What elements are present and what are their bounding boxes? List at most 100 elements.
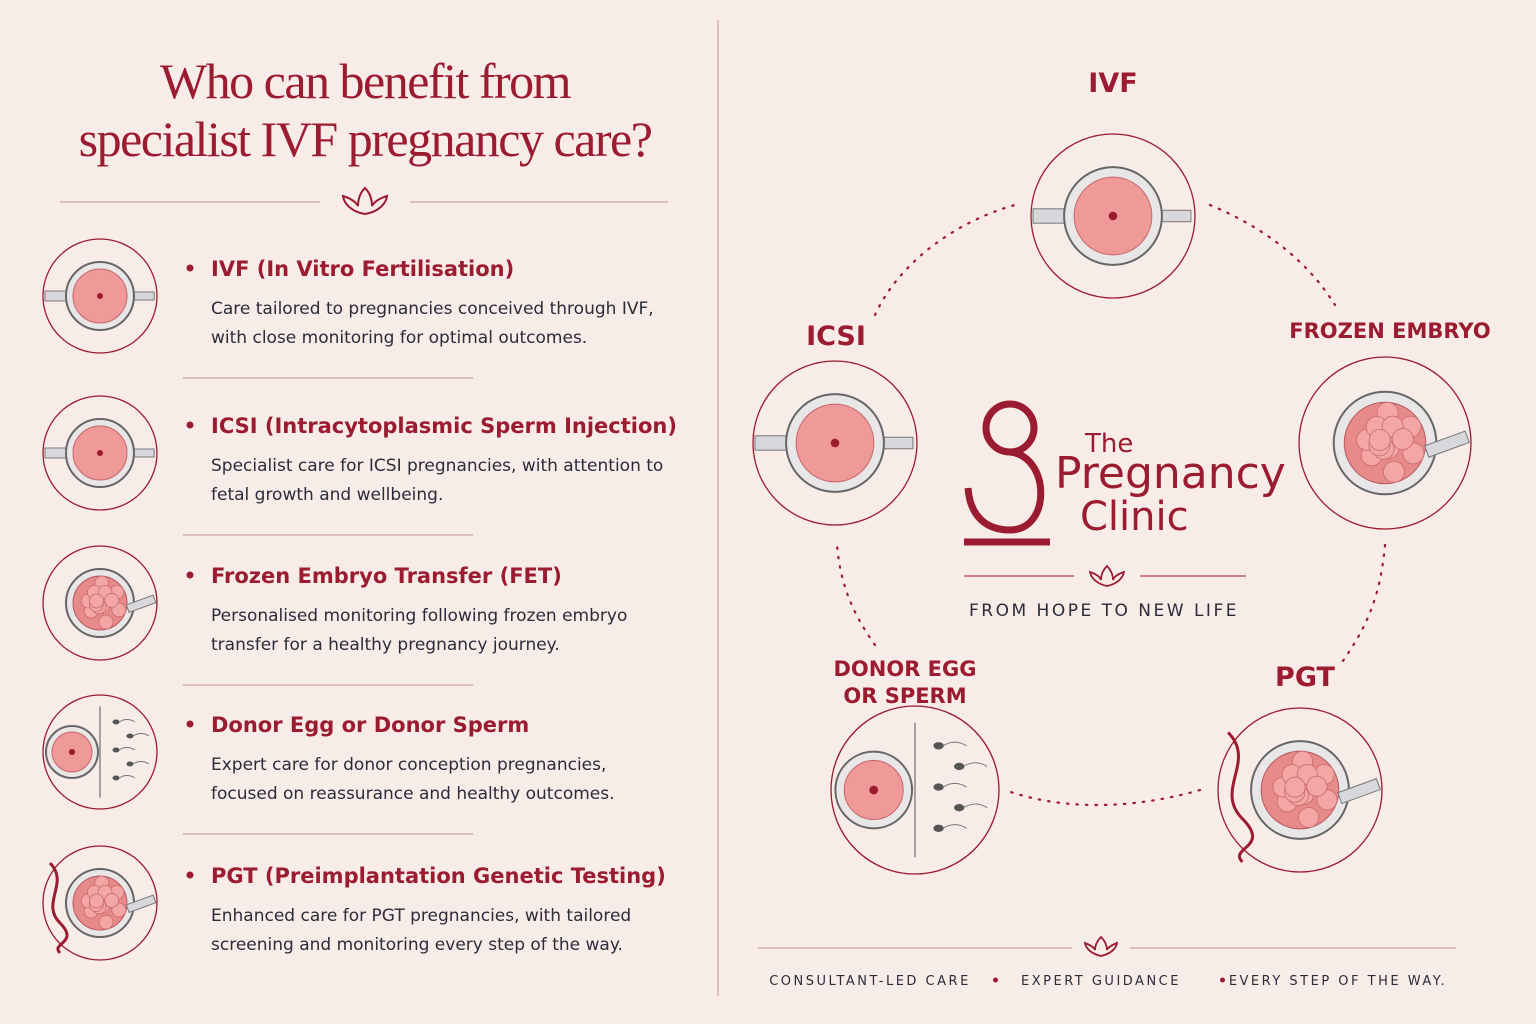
item-description: focused on reassurance and healthy outco…	[211, 784, 615, 804]
sperm-tail	[118, 775, 136, 779]
logo-text: The	[1084, 429, 1133, 459]
title: specialist IVF pregnancy care?	[79, 111, 652, 167]
item-title: IVF (In Vitro Fertilisation)	[211, 257, 514, 281]
cell	[104, 593, 120, 608]
sperm	[112, 719, 120, 725]
pipette	[1032, 208, 1066, 224]
cell	[1298, 806, 1320, 828]
sperm-tail	[118, 719, 136, 723]
item-description: Expert care for donor conception pregnan…	[211, 755, 606, 775]
sperm-tail	[963, 762, 988, 767]
sperm-tail	[132, 733, 150, 737]
nucleus	[69, 749, 75, 755]
logo-text: Clinic	[1080, 494, 1189, 540]
dna-helix	[48, 861, 69, 955]
item-description: Personalised monitoring following frozen…	[211, 606, 627, 626]
dna-helix	[1226, 731, 1255, 863]
bullet	[186, 871, 194, 879]
bullet	[186, 720, 194, 728]
item-description: Enhanced care for PGT pregnancies, with …	[211, 906, 631, 926]
item-description: fetal growth and wellbeing.	[211, 485, 443, 505]
cell	[98, 614, 114, 630]
cell	[98, 914, 114, 930]
pipette	[125, 594, 157, 614]
sperm	[126, 733, 134, 739]
cell	[1368, 429, 1391, 451]
nucleus	[869, 785, 879, 795]
sperm	[112, 775, 120, 781]
nucleus	[97, 293, 103, 299]
node-label: IVF	[1088, 68, 1137, 99]
node-label: OR SPERM	[843, 684, 966, 708]
item-title: Donor Egg or Donor Sperm	[211, 713, 529, 737]
pipette	[44, 447, 68, 459]
item-description: Care tailored to pregnancies conceived t…	[211, 299, 654, 319]
title: Who can benefit from	[160, 53, 572, 109]
icon	[752, 360, 918, 526]
sperm-tail	[942, 782, 967, 788]
sperm	[933, 742, 944, 750]
sperm-tail	[942, 824, 967, 829]
footer-dot	[993, 977, 998, 983]
cell	[89, 893, 104, 909]
node-label: FROZEN EMBRYO	[1289, 319, 1490, 343]
pipette	[1337, 778, 1381, 805]
footer-item: EXPERT GUIDANCE	[1021, 974, 1181, 989]
node-label: ICSI	[806, 321, 866, 352]
item-description: Specialist care for ICSI pregnancies, wi…	[211, 456, 663, 476]
item-description: transfer for a healthy pregnancy journey…	[211, 635, 560, 655]
cell	[1391, 428, 1414, 451]
footer-item: CONSULTANT-LED CARE	[769, 974, 971, 989]
lotus-icon	[341, 186, 389, 216]
sperm-tail	[118, 747, 136, 751]
pipette	[125, 894, 157, 914]
cell	[89, 593, 104, 609]
item-title: Frozen Embryo Transfer (FET)	[211, 564, 562, 588]
nucleus	[830, 438, 840, 448]
icon	[42, 845, 158, 961]
sperm	[126, 761, 134, 767]
pipette	[1424, 430, 1470, 458]
cell	[1306, 775, 1328, 797]
logo-mark	[964, 400, 1050, 546]
lotus-icon	[1083, 935, 1119, 957]
sperm	[933, 783, 944, 791]
footer-item: EVERY STEP OF THE WAY.	[1229, 974, 1447, 989]
pipette	[754, 435, 788, 451]
sperm	[933, 824, 944, 832]
nucleus	[97, 450, 103, 456]
bullet	[186, 571, 194, 579]
cell	[1284, 776, 1306, 798]
node-label: DONOR EGG	[833, 657, 976, 681]
item-description: with close monitoring for optimal outcom…	[211, 328, 587, 348]
icon	[830, 705, 1000, 875]
icon	[42, 238, 158, 354]
footer-dot	[1220, 977, 1225, 983]
cell	[1383, 460, 1405, 483]
tagline: FROM HOPE TO NEW LIFE	[969, 601, 1239, 621]
sperm-tail	[942, 741, 967, 747]
logo-text: Pregnancy	[1055, 448, 1286, 499]
icon	[1030, 133, 1196, 299]
sperm-tail	[132, 761, 150, 765]
icon	[1298, 356, 1472, 530]
sperm	[954, 762, 965, 771]
sperm-tail	[963, 803, 988, 809]
sperm	[112, 747, 120, 753]
sperm	[954, 804, 965, 812]
icon	[42, 545, 158, 661]
icon	[42, 395, 158, 511]
item-title: ICSI (Intracytoplasmic Sperm Injection)	[211, 414, 677, 438]
bullet	[186, 421, 194, 429]
icon	[42, 694, 158, 810]
item-title: PGT (Preimplantation Genetic Testing)	[211, 864, 666, 888]
nucleus	[1108, 211, 1118, 221]
icon	[1217, 707, 1383, 873]
connector-arcs	[835, 203, 1387, 807]
pipette	[44, 290, 68, 302]
lotus-icon	[1088, 564, 1126, 587]
node-label: PGT	[1275, 662, 1335, 693]
item-description: screening and monitoring every step of t…	[211, 935, 623, 955]
bullet	[186, 264, 194, 272]
